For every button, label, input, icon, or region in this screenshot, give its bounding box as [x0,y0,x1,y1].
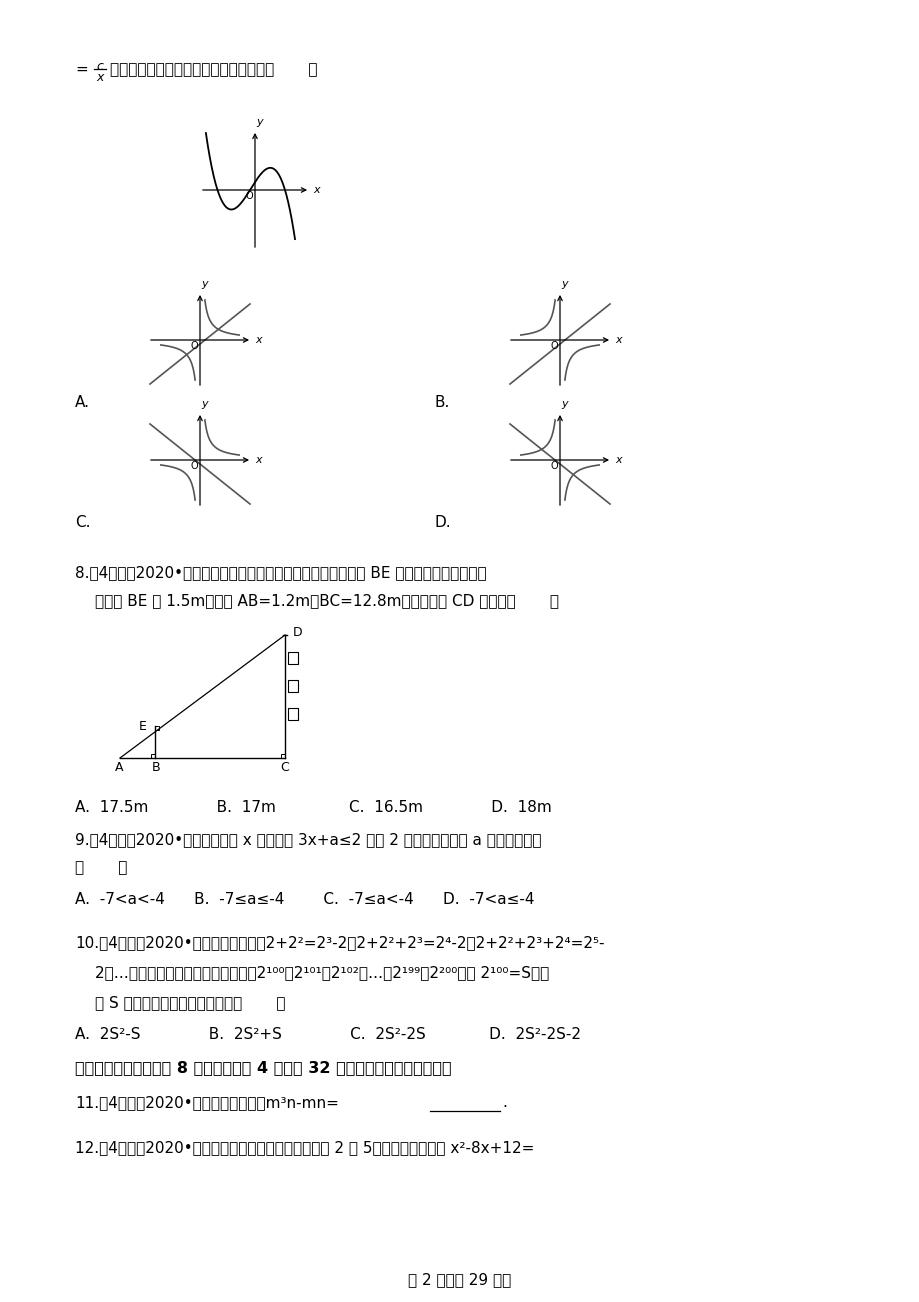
Text: 在同一平面直角坐标系中的图象大致是（       ）: 在同一平面直角坐标系中的图象大致是（ ） [110,62,317,77]
Text: .: . [502,1095,506,1111]
Text: C: C [280,760,289,773]
Text: y: y [561,398,567,409]
Text: O: O [550,461,557,471]
Text: A.: A. [75,395,90,410]
Text: x: x [96,72,103,85]
Text: A: A [115,760,123,773]
Text: 第 2 页（共 29 页）: 第 2 页（共 29 页） [408,1272,511,1286]
Text: B.: B. [435,395,450,410]
Text: y: y [255,117,262,128]
Text: A.  17.5m              B.  17m               C.  16.5m              D.  18m: A. 17.5m B. 17m C. 16.5m D. 18m [75,799,551,815]
Text: y: y [561,279,567,289]
Text: 8.（4分）（2020•天水）如图所示，某校数学兴趣小组利用标杆 BE 测量建筑物的高度，已: 8.（4分）（2020•天水）如图所示，某校数学兴趣小组利用标杆 BE 测量建筑… [75,565,486,579]
Text: O: O [245,191,253,201]
Text: 知标杆 BE 高 1.5m，测得 AB=1.2m，BC=12.8m，则建筑物 CD 的高是（       ）: 知标杆 BE 高 1.5m，测得 AB=1.2m，BC=12.8m，则建筑物 C… [95,592,559,608]
Text: B: B [152,760,160,773]
Text: 10.（4分）（2020•天水）观察等式：2+2²=2³-2；2+2²+2³=2⁴-2；2+2²+2³+2⁴=2⁵-: 10.（4分）（2020•天水）观察等式：2+2²=2³-2；2+2²+2³=2… [75,935,604,950]
Text: E: E [139,720,147,733]
Text: x: x [614,335,621,345]
Text: x: x [255,335,261,345]
Text: O: O [190,341,198,352]
Text: 二、填空题（本大题共 8 小题，每小题 4 分，共 32 分．只要求填写最后结果）: 二、填空题（本大题共 8 小题，每小题 4 分，共 32 分．只要求填写最后结果… [75,1060,451,1075]
Text: 2；…已知按一定规律排列的一组数：2¹⁰⁰，2¹⁰¹，2¹⁰²，…，2¹⁹⁹，2²⁰⁰，若 2¹⁰⁰=S，用: 2；…已知按一定规律排列的一组数：2¹⁰⁰，2¹⁰¹，2¹⁰²，…，2¹⁹⁹，2… [95,965,549,980]
Text: x: x [614,454,621,465]
Text: x: x [255,454,261,465]
Text: A.  -7<a<-4      B.  -7≤a≤-4        C.  -7≤a<-4      D.  -7<a≤-4: A. -7<a<-4 B. -7≤a≤-4 C. -7≤a<-4 D. -7<a… [75,892,534,907]
Text: 11.（4分）（2020•天水）分解因式：m³n-mn=: 11.（4分）（2020•天水）分解因式：m³n-mn= [75,1095,338,1111]
Text: c: c [96,60,103,73]
Text: D: D [292,626,302,639]
Text: C.: C. [75,516,90,530]
Text: A.  2S²-S              B.  2S²+S              C.  2S²-2S             D.  2S²-2S-: A. 2S²-S B. 2S²+S C. 2S²-2S D. 2S²-2S- [75,1027,581,1042]
Bar [288,708,298,720]
Text: （       ）: （ ） [75,861,127,875]
Text: O: O [190,461,198,471]
Text: x: x [312,185,319,195]
Text: O: O [550,341,557,352]
Text: y: y [200,398,208,409]
Bar [288,680,298,691]
Text: 9.（4分）（2020•天水）若关于 x 的不等式 3x+a≤2 只有 2 个正整数解，则 a 的取值范围为: 9.（4分）（2020•天水）若关于 x 的不等式 3x+a≤2 只有 2 个正… [75,832,541,848]
Text: 12.（4分）（2020•天水）一个三角形的两边长分别为 2 和 5，第三边长是方程 x²-8x+12=: 12.（4分）（2020•天水）一个三角形的两边长分别为 2 和 5，第三边长是… [75,1141,534,1155]
Text: 含 S 的式子表示这组数据的和是（       ）: 含 S 的式子表示这组数据的和是（ ） [95,995,285,1010]
Text: y: y [200,279,208,289]
Text: D.: D. [435,516,451,530]
Text: =: = [75,62,87,77]
Bar [288,652,298,664]
